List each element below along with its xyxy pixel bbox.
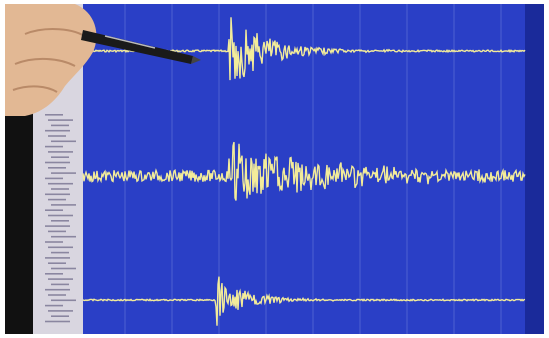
- panel-mark: [51, 283, 69, 286]
- trace-middle: [82, 141, 526, 201]
- panel-mark: [48, 278, 73, 280]
- scene-canvas: [5, 4, 544, 334]
- panel-mark: [45, 288, 70, 291]
- side-panel-marks: [45, 114, 76, 323]
- panel-mark: [45, 320, 70, 323]
- panel-mark: [48, 198, 66, 201]
- panel-mark: [48, 135, 66, 137]
- panel-mark: [45, 129, 70, 132]
- panel-mark: [51, 235, 76, 238]
- panel-mark: [45, 273, 63, 275]
- panel-mark: [51, 251, 69, 254]
- panel-mark: [51, 299, 76, 302]
- panel-mark: [51, 124, 69, 127]
- panel-mark: [45, 304, 63, 307]
- seismograph-screen: [83, 4, 531, 334]
- panel-mark: [45, 161, 70, 164]
- panel-mark: [48, 119, 73, 121]
- panel-mark: [51, 315, 69, 317]
- panel-mark: [45, 114, 63, 116]
- panel-mark: [48, 230, 66, 233]
- panel-mark: [51, 204, 76, 206]
- panel-mark: [48, 151, 73, 153]
- panel-mark: [51, 188, 69, 190]
- panel-mark: [45, 145, 63, 148]
- panel-mark: [48, 167, 66, 169]
- panel-mark: [45, 193, 70, 196]
- pen-icon: [81, 30, 201, 64]
- panel-mark: [48, 182, 73, 185]
- panel-mark: [45, 177, 63, 180]
- screen-edge: [525, 4, 544, 334]
- panel-mark: [45, 209, 63, 211]
- panel-mark: [51, 172, 76, 174]
- panel-mark: [45, 225, 70, 227]
- panel-mark: [48, 262, 66, 264]
- seismograph-photo: [5, 4, 544, 334]
- panel-mark: [48, 214, 73, 217]
- panel-mark: [45, 257, 70, 259]
- panel-mark: [48, 294, 66, 296]
- panel-mark: [51, 267, 76, 270]
- panel-mark: [51, 140, 76, 143]
- screen-grid: [124, 4, 502, 334]
- panel-mark: [48, 310, 73, 312]
- panel-mark: [45, 241, 63, 243]
- panel-mark: [51, 220, 69, 222]
- trace-bottom: [82, 276, 526, 326]
- panel-mark: [51, 156, 69, 158]
- panel-mark: [48, 246, 73, 249]
